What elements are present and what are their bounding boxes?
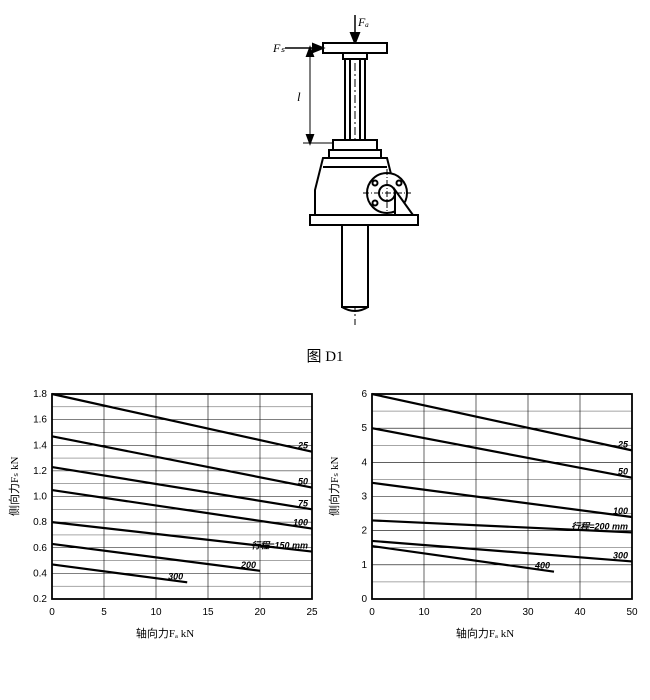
figure-caption: 图 D1 xyxy=(10,345,640,366)
svg-text:0.2: 0.2 xyxy=(33,594,47,605)
svg-text:25: 25 xyxy=(297,441,309,451)
svg-text:3: 3 xyxy=(361,492,367,503)
svg-text:5: 5 xyxy=(101,607,107,618)
svg-text:1: 1 xyxy=(361,560,367,571)
svg-text:300: 300 xyxy=(168,571,183,581)
svg-text:0: 0 xyxy=(361,594,367,605)
chart-left-ylabel: 侧向力Fₛ kN xyxy=(6,457,22,516)
svg-text:200: 200 xyxy=(240,560,256,570)
svg-text:1.2: 1.2 xyxy=(33,466,47,477)
chart-right-xlabel: 轴向力Fₐ kN xyxy=(330,625,640,641)
svg-text:20: 20 xyxy=(254,607,266,618)
svg-text:2: 2 xyxy=(361,526,367,537)
label-l: l xyxy=(297,89,301,104)
svg-text:0.6: 0.6 xyxy=(33,543,47,554)
svg-text:25: 25 xyxy=(617,439,629,449)
svg-text:400: 400 xyxy=(534,561,550,571)
svg-text:1.6: 1.6 xyxy=(33,415,47,426)
svg-text:75: 75 xyxy=(298,498,309,508)
svg-text:10: 10 xyxy=(150,607,162,618)
label-Fs: Fₛ xyxy=(272,41,285,55)
svg-text:行程=150 mm: 行程=150 mm xyxy=(251,541,308,551)
svg-text:5: 5 xyxy=(361,423,367,434)
svg-text:1.0: 1.0 xyxy=(33,492,47,503)
chart-right: 侧向力Fₛ kN 0102030405001234562550100行程=200… xyxy=(330,386,640,641)
svg-text:0: 0 xyxy=(369,607,375,618)
svg-text:15: 15 xyxy=(202,607,214,618)
svg-text:6: 6 xyxy=(361,389,367,400)
svg-text:25: 25 xyxy=(306,607,318,618)
svg-text:50: 50 xyxy=(626,607,638,618)
chart-right-ylabel: 侧向力Fₛ kN xyxy=(326,457,342,516)
svg-text:1.4: 1.4 xyxy=(33,440,47,451)
chart-left-xlabel: 轴向力Fₐ kN xyxy=(10,625,320,641)
svg-text:0.8: 0.8 xyxy=(33,517,47,528)
svg-text:20: 20 xyxy=(470,607,482,618)
svg-text:4: 4 xyxy=(361,457,367,468)
chart-left: 侧向力Fₛ kN 05101520250.20.40.60.81.01.21.4… xyxy=(10,386,320,641)
svg-text:0.4: 0.4 xyxy=(33,568,47,579)
svg-text:100: 100 xyxy=(293,518,308,528)
svg-text:40: 40 xyxy=(574,607,586,618)
charts-row: 侧向力Fₛ kN 05101520250.20.40.60.81.01.21.4… xyxy=(10,386,640,641)
svg-text:0: 0 xyxy=(49,607,55,618)
svg-text:30: 30 xyxy=(522,607,534,618)
svg-text:1.8: 1.8 xyxy=(33,389,47,400)
svg-text:行程=200 mm: 行程=200 mm xyxy=(571,521,628,531)
screw-jack-diagram: Fₐ Fₛ l xyxy=(10,15,640,330)
svg-text:50: 50 xyxy=(618,467,628,477)
svg-text:50: 50 xyxy=(298,477,308,487)
svg-text:300: 300 xyxy=(613,550,628,560)
svg-text:100: 100 xyxy=(613,506,628,516)
label-Fa: Fₐ xyxy=(357,15,369,29)
svg-text:10: 10 xyxy=(418,607,430,618)
